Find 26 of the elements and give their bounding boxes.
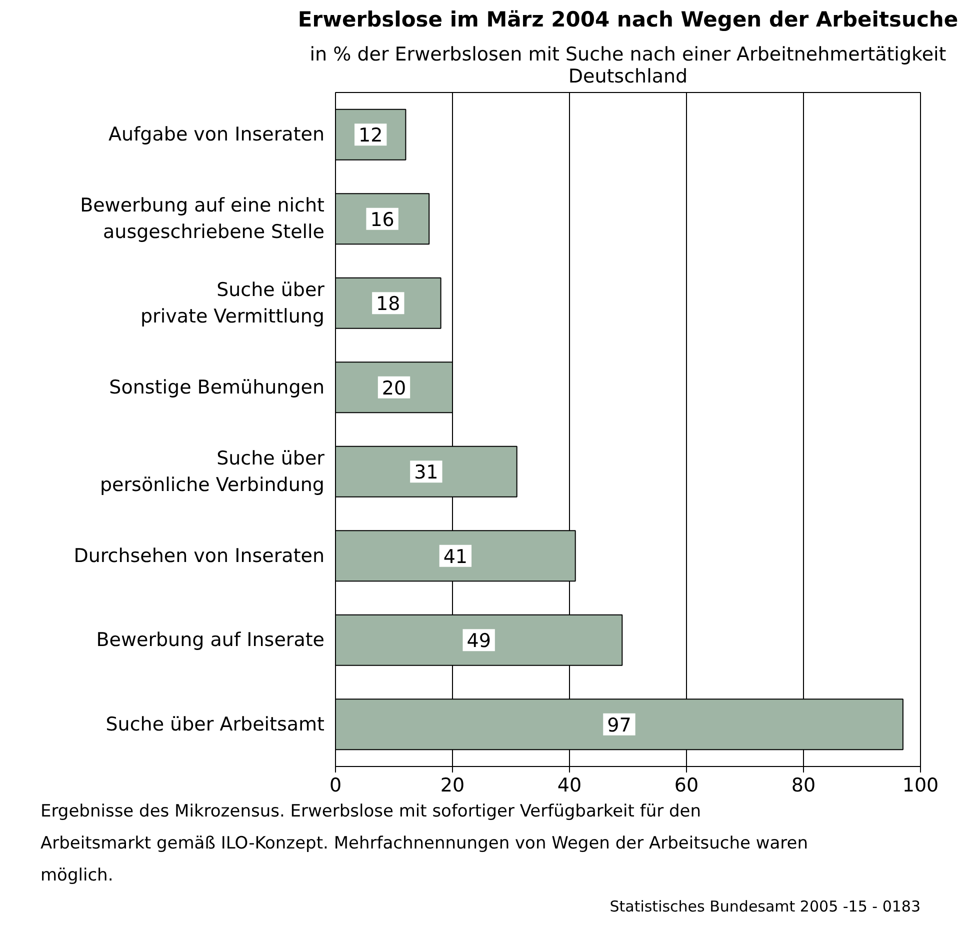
data-label: 12: [358, 124, 383, 147]
chart-title: Erwerbslose im März 2004 nach Wegen der Arbeitsuche: [298, 8, 958, 32]
y-tick-label: Suche über Arbeitsamt: [106, 713, 325, 736]
data-label: 20: [382, 377, 406, 400]
x-tick-label: 80: [791, 774, 816, 796]
x-tick-label: 60: [674, 774, 699, 796]
y-tick-label: Suche über private Vermittlung: [140, 278, 325, 328]
x-tick-label: 0: [329, 774, 342, 796]
text: Ergebnisse des Mikrozensus. Erwerbslose mit sofortiger Verfügbarkeit für den Arbeitsmarkt gemäß ILO-Konzept. Mehrfachnennungen von Wegen der Arbeitsuche waren möglich.: [40, 802, 808, 886]
data-label: 97: [607, 714, 632, 736]
text: Statistisches Bundesamt 2005 -15 - 0183: [610, 898, 921, 916]
y-tick-label: Bewerbung auf eine nicht ausgeschriebene Stelle: [80, 194, 324, 244]
y-tick-label: Suche über persönliche Verbindung: [100, 447, 325, 496]
y-tick-label: Bewerbung auf Inserate: [96, 629, 325, 652]
data-label: 16: [370, 208, 394, 231]
data-label: 41: [443, 546, 468, 568]
data-label: 49: [466, 630, 491, 652]
x-tick-label: 20: [440, 774, 465, 796]
data-label: 31: [414, 462, 438, 484]
chart-subtitle: in % der Erwerbslosen mit Suche nach einer Arbeitnehmertätigkeit Deutschland: [310, 44, 946, 88]
y-tick-label: Durchsehen von Inseraten: [74, 544, 325, 567]
x-tick-label: 40: [557, 774, 582, 796]
data-label: 18: [376, 293, 400, 316]
x-tick-label: 100: [902, 774, 939, 796]
y-tick-label: Aufgabe von Inseraten: [108, 124, 325, 146]
y-tick-label: Sonstige Bemühungen: [109, 376, 325, 398]
